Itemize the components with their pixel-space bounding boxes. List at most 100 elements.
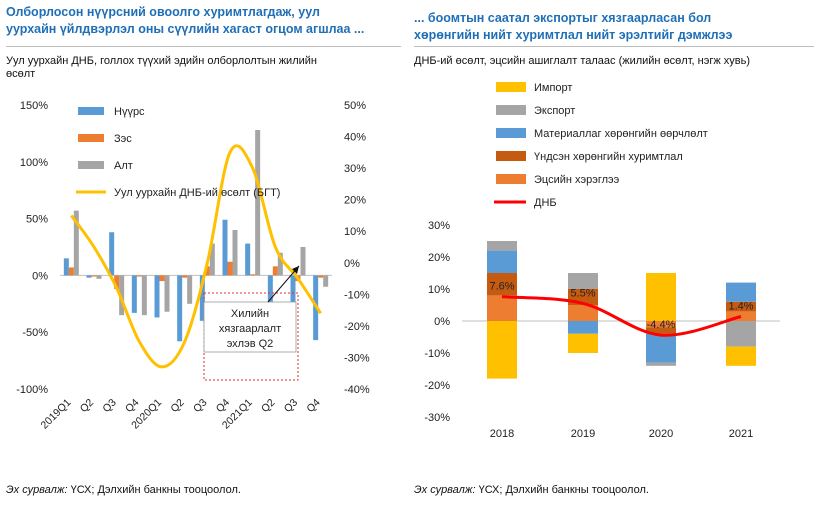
y-tick: -30% [424,412,450,424]
bar [91,275,97,277]
legend-label: Материаллаг хөрөнгийн өөрчлөлт [534,128,708,140]
bar [250,274,256,276]
left-title: Олборлосон нүүрсний овоолго хуримтлагдаж… [6,4,401,38]
right-source: Эх сурвалж: ҮСХ; Дэлхийн банкны тооцооло… [414,484,649,496]
left-source: Эх сурвалж: ҮСХ; Дэлхийн банкны тооцооло… [6,484,241,496]
left-y-tick: 50% [26,214,48,226]
stacked-bar-segment [726,282,756,302]
bar [177,275,183,342]
right-y-tick: -10% [344,289,370,301]
legend-label: Экспорт [534,105,575,117]
bar [96,275,102,279]
right-y-tick: -20% [344,321,370,333]
stacked-bar-segment [726,301,756,312]
gdp-data-label: 5.5% [570,287,595,299]
bar [109,232,115,276]
x-tick-label: Q2 [259,397,278,416]
right-y-tick: 40% [344,132,366,144]
left-source-text: ҮСХ; Дэлхийн банкны тооцоолол. [70,484,241,496]
legend-label: Уул уурхайн ДНБ-ий өсөлт (БГТ) [114,187,280,199]
bar [323,275,329,287]
left-y-tick: 100% [20,157,48,169]
y-tick: 10% [428,284,450,296]
stacked-bar-segment [568,305,598,321]
left-title-line1: Олборлосон нүүрсний овоолго хуримтлагдаж… [6,5,320,19]
right-title-line2: хөрөнгийн нийт хуримтлал нийт эрэлтийг д… [414,28,733,42]
gdp-data-label: 7.6% [489,281,514,293]
y-tick: 0% [434,316,450,328]
legend-label: Зэс [114,133,132,145]
right-y-tick: 30% [344,163,366,175]
bar [114,275,120,290]
x-tick-label: 2019 [571,428,595,440]
bar [255,129,261,276]
bar [159,275,165,282]
stacked-bar-segment [726,321,756,347]
stacked-bar-segment [487,241,517,251]
legend-swatch [496,128,526,138]
bar [73,210,79,276]
x-tick-label: Q2 [168,397,187,416]
legend-label: ДНБ [534,197,557,209]
left-chart: 150% 100% 50% 0% -50% -100% 50% 40% 30% 20% 10% 0% -… [16,100,370,432]
legend-label: Үндсэн хөрөнгийн хуримтлал [534,151,683,163]
legend-label: Нүүрс [114,106,145,118]
y-tick: 30% [428,220,450,232]
bar [154,275,160,318]
right-title-line1: ... боомтын саатал экспортыг хязгаарласа… [414,11,712,25]
stacked-bar-segment [646,362,676,366]
left-title-line2: уурхайн үйлдвэрлэл оны сүүлийн хагаст ог… [6,22,365,36]
right-source-label: Эх сурвалж: [414,484,476,496]
x-tick-label: Q4 [304,397,323,416]
legend-swatch [496,151,526,161]
legend-label: Импорт [534,82,572,94]
right-y-tick: 50% [344,100,366,112]
annotation-callout [203,301,297,353]
left-y-tick: 150% [20,100,48,112]
left-subtitle: Уул уурхайн ДНБ, голлох түүхий эдийн олб… [6,55,401,81]
stacked-bar-segment [487,295,517,321]
bar [227,261,233,276]
bar [164,275,170,312]
stacked-bar-segment [726,346,756,366]
bar [209,243,215,276]
stacked-bar-segment [726,311,756,321]
bar [86,275,92,278]
left-source-label: Эх сурвалж: [6,484,68,496]
legend-swatch [78,134,104,142]
bar [232,229,238,276]
legend-swatch [496,82,526,92]
right-source-text: ҮСХ; Дэлхийн банкны тооцоолол. [478,484,649,496]
legend-label: Эцсийн хэрэглээ [534,174,620,186]
stacked-bar-segment [646,333,676,363]
annotation-text: хязгаарлалт [219,323,281,335]
bar [182,275,188,278]
left-y-tick: 0% [32,270,48,282]
stacked-bar-segment [487,321,517,379]
x-tick-label: Q3 [100,397,119,416]
stacked-bar-segment [568,273,598,289]
left-y-tick: -50% [22,327,48,339]
left-divider [6,46,401,47]
x-tick-label: 2020 [649,428,673,440]
annotation-arrow-head [292,266,299,274]
annotation-arrow [267,265,300,303]
bar [204,266,210,276]
bar [199,275,205,321]
bar [141,275,147,316]
bar [300,247,306,276]
left-subtitle-line1: Уул уурхайн ДНБ, голлох түүхий эдийн олб… [6,55,317,67]
x-tick-label: Q3 [191,397,210,416]
bar [277,252,283,276]
right-title: ... боомтын саатал экспортыг хязгаарласа… [414,10,814,44]
bar [245,243,251,276]
left-subtitle-line2: өсөлт [6,68,36,80]
stacked-bar-segment [646,327,676,334]
right-y-tick: 10% [344,226,366,238]
x-tick-label: 2021 [729,428,753,440]
gdp-line [501,295,742,337]
annotation-text: эхлэв Q2 [227,338,274,350]
stacked-bar-segment [487,273,517,296]
stacked-bar-segment [646,273,676,321]
x-tick-label: 2018 [490,428,514,440]
